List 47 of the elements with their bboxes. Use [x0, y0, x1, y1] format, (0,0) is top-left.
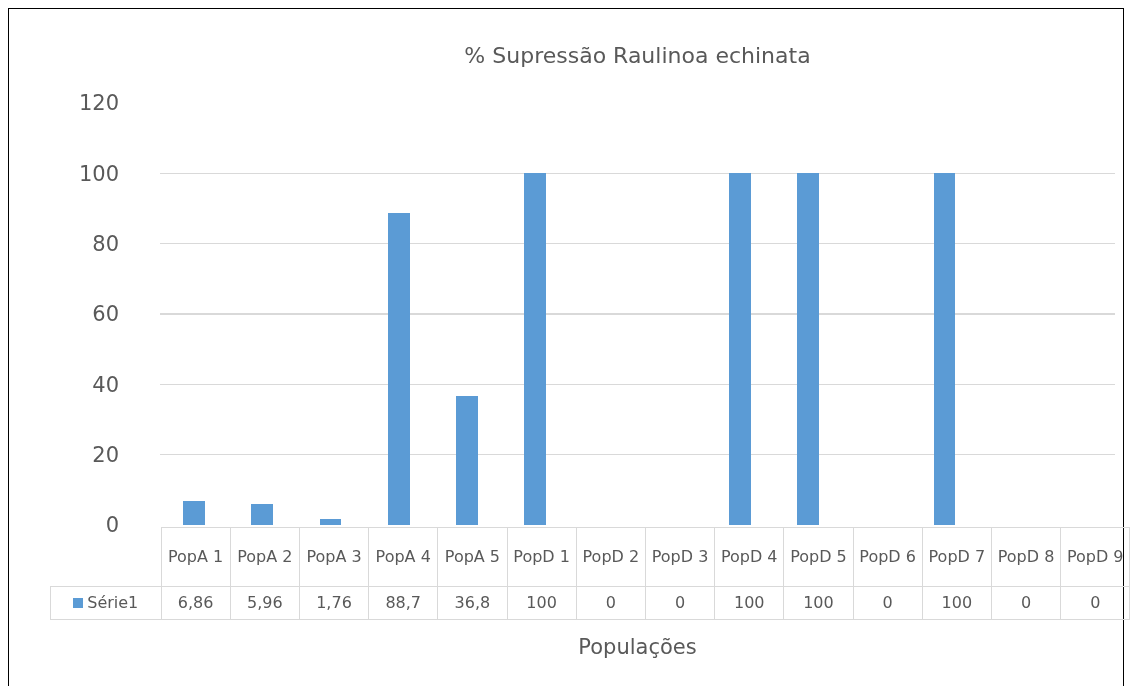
data-label: 100 [783, 586, 854, 620]
data-label: 100 [714, 586, 784, 620]
data-label: 6,86 [161, 586, 231, 620]
x-tick-label: PopD 4 [714, 527, 784, 587]
data-label: 0 [645, 586, 715, 620]
bar [797, 173, 819, 525]
x-tick-label: PopD 7 [922, 527, 992, 587]
data-label: 0 [576, 586, 646, 620]
x-tick-label: PopA 5 [437, 527, 508, 587]
bar [728, 173, 751, 525]
y-tick-label: 20 [92, 443, 119, 468]
bar [387, 213, 410, 525]
bar [251, 504, 274, 525]
bar [319, 518, 342, 525]
y-tick-label: 40 [92, 372, 119, 397]
bar [524, 173, 547, 525]
x-tick-label: PopA 1 [161, 527, 231, 587]
x-tick-label: PopD 1 [507, 527, 577, 587]
data-label: 100 [507, 586, 577, 620]
x-tick-label: PopD 3 [645, 527, 715, 587]
data-label: 0 [991, 586, 1061, 620]
chart-title: % Supressão Raulinoa echinata [464, 42, 811, 68]
x-tick-label: PopD 8 [991, 527, 1061, 587]
x-axis-title: Populações [577, 635, 698, 659]
y-tick-label: 100 [78, 161, 119, 186]
y-tick-label: 80 [92, 232, 119, 257]
data-label: 100 [922, 586, 992, 620]
x-tick-label: PopD 5 [783, 527, 854, 587]
x-tick-label: PopD 6 [853, 527, 923, 587]
x-tick-label: PopA 2 [230, 527, 300, 587]
y-tick-label: 60 [92, 302, 119, 327]
x-tick-label: PopA 4 [368, 527, 438, 587]
x-tick-label: PopA 3 [299, 527, 369, 587]
y-tick-label: 120 [78, 91, 119, 116]
data-label: 5,96 [230, 586, 300, 620]
data-label: 88,7 [368, 586, 438, 620]
data-label: 36,8 [437, 586, 508, 620]
y-tick-label: 0 [105, 513, 119, 538]
bar [456, 395, 478, 525]
bar [933, 173, 956, 525]
bar [183, 500, 206, 525]
x-tick-label: PopD 2 [576, 527, 646, 587]
legend-label: Série1 [87, 593, 139, 612]
data-label: 0 [1060, 586, 1130, 620]
data-label: 0 [853, 586, 923, 620]
x-tick-label: PopD 9 [1060, 527, 1130, 587]
data-label: 1,76 [299, 586, 369, 620]
